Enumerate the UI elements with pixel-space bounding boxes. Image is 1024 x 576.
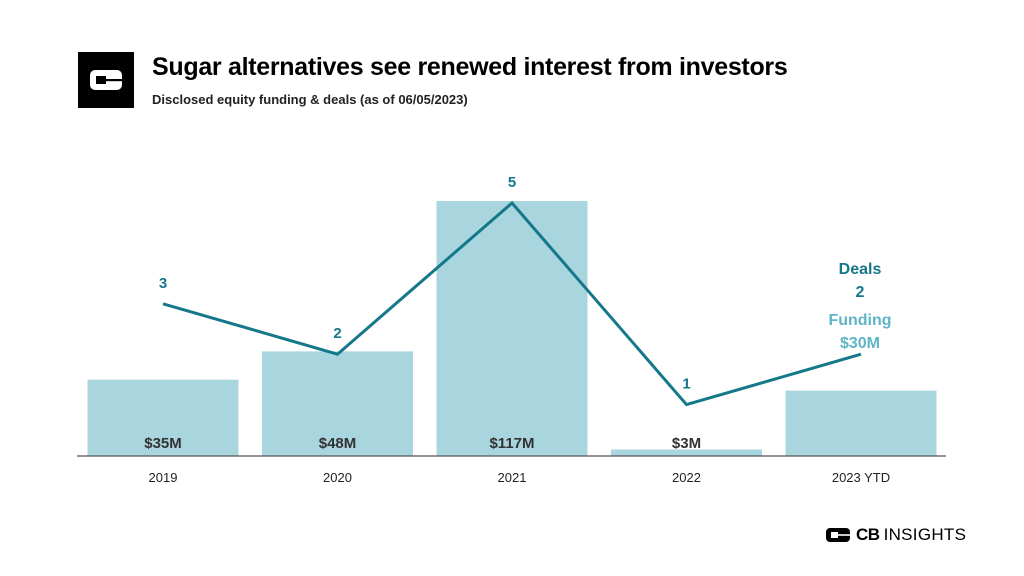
legend-deals-label: Deals [839,261,882,278]
funding-bar [436,201,588,456]
brand-insights-text: INSIGHTS [883,525,967,544]
funding-bar [262,351,413,456]
x-tick-label: 2021 [498,470,527,485]
cb-brand-icon [826,528,852,542]
cb-logo [78,52,134,108]
legend-deals-value: 2 [856,284,865,301]
x-tick-label: 2020 [323,470,352,485]
x-tick-label: 2023 YTD [832,470,890,485]
funding-bar [611,449,762,456]
deals-value-label: 5 [508,174,516,191]
brand-cb-text: CB [856,525,880,544]
chart-title: Sugar alternatives see renewed interest … [152,53,788,81]
cb-logo-icon [90,70,123,90]
x-tick-label: 2019 [149,470,178,485]
legend-funding-value: $30M [840,335,880,352]
funding-value-label: $35M [144,435,182,452]
legend-funding-label: Funding [828,312,891,329]
deals-value-label: 1 [682,376,690,393]
chart-subtitle: Disclosed equity funding & deals (as of … [152,92,468,107]
funding-value-label: $117M [489,435,534,452]
funding-bar [785,390,937,456]
footer-brand: CB INSIGHTS [826,525,966,545]
funding-value-label: $3M [672,435,701,452]
deals-line [162,200,862,407]
funding-value-label: $48M [319,435,357,452]
funding-bar [87,379,239,456]
deals-value-label: 3 [159,275,167,292]
x-tick-label: 2022 [672,470,701,485]
deals-value-label: 2 [333,325,341,342]
